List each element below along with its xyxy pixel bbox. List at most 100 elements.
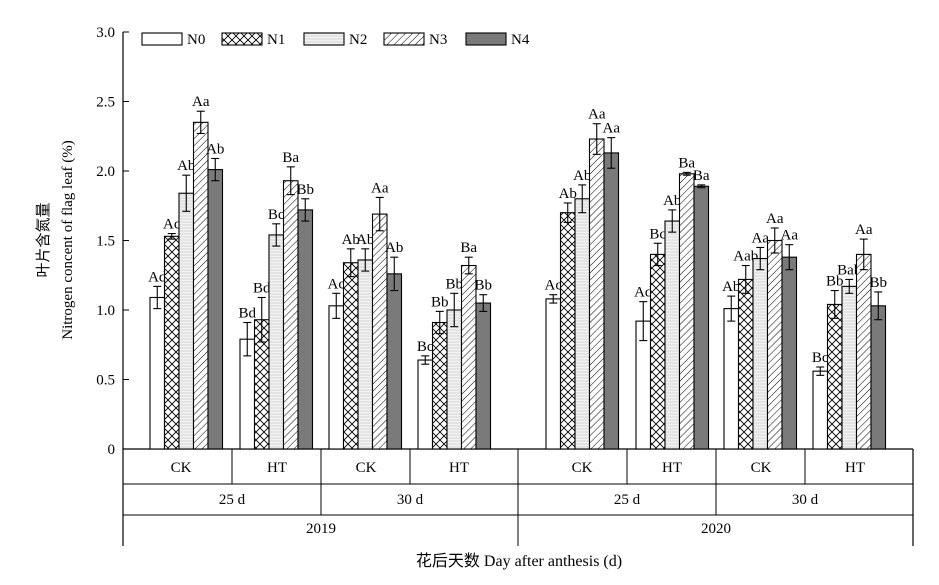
significance-label: Bb	[826, 274, 844, 290]
bar-n0	[723, 308, 740, 450]
significance-label: Aa	[371, 180, 389, 196]
bar-n1	[163, 235, 180, 450]
y-tick-label: 0.5	[96, 373, 115, 389]
x-axis-label: 花后天数 Day after anthesis (d)	[416, 552, 622, 570]
bar-n1	[826, 303, 843, 450]
bar-n2	[178, 192, 195, 450]
bar-n1	[559, 212, 576, 450]
bar-n0	[417, 359, 434, 450]
legend-swatch	[221, 32, 263, 46]
significance-label: Bc	[417, 339, 434, 355]
significance-label: Bb	[296, 182, 314, 198]
bar-n1	[342, 262, 359, 450]
significance-label: Ba	[282, 150, 299, 166]
y-axis-label-chinese: 叶片含氮量	[35, 202, 52, 277]
significance-label: Aa	[192, 94, 210, 110]
legend-swatch	[465, 32, 507, 46]
legend-item-n2: N2	[303, 32, 367, 48]
bar-n3	[192, 121, 209, 450]
bar-n0	[328, 305, 345, 450]
significance-label: Aab	[733, 249, 758, 265]
treatment-label-ck: CK	[572, 460, 593, 476]
significance-label: Ad	[148, 269, 167, 285]
bar-n3	[678, 173, 695, 450]
significance-label: Bab	[837, 262, 861, 278]
legend-label: N3	[429, 32, 447, 48]
significance-label: Bb	[869, 275, 887, 291]
significance-label: Bc	[649, 226, 666, 242]
bar-n4	[386, 273, 403, 450]
significance-label: Ab	[559, 186, 577, 202]
significance-label: Bb	[474, 278, 492, 294]
significance-label: Ab	[356, 232, 374, 248]
bar-n2	[574, 198, 591, 450]
bar-n2	[664, 220, 681, 450]
bar-n3	[588, 138, 605, 450]
significance-label: Bc	[268, 207, 285, 223]
treatment-label-ht: HT	[845, 460, 865, 476]
day-label: 25 d	[219, 492, 246, 508]
significance-label: Bd	[253, 280, 271, 296]
y-axis: 0 0.5 1.0 1.5 2.0 2.5 3.0	[96, 25, 129, 458]
bar-n3	[282, 180, 299, 450]
legend-label: N2	[349, 32, 367, 48]
bar-n0	[812, 370, 829, 450]
treatment-label-ht: HT	[662, 460, 682, 476]
bar-n4	[781, 256, 798, 450]
bar-group-ck-1: Ad Ac Ab Aa Ab	[148, 94, 224, 450]
significance-label: Ab	[385, 240, 403, 256]
bar-n4	[870, 305, 887, 450]
year-label: 2019	[306, 521, 336, 537]
legend-item-n0: N0	[141, 32, 205, 48]
significance-label: Ac	[163, 217, 181, 233]
bar-n4	[297, 209, 314, 450]
bar-n1	[737, 278, 754, 450]
bar-n2	[752, 258, 769, 450]
bar-group-ht-4: Bc Bb Bb Ba Bb	[417, 240, 492, 450]
legend-label: N4	[511, 32, 530, 48]
y-tick-label: 0	[108, 442, 116, 458]
significance-label: Bb	[431, 294, 449, 310]
treatment-label-ht: HT	[449, 460, 469, 476]
y-tick-label: 1.5	[96, 234, 115, 250]
legend-item-n1: N1	[221, 32, 285, 48]
day-label: 25 d	[614, 492, 641, 508]
bar-group-ht-2: Bd Bd Bc Ba Bb	[238, 150, 314, 450]
legend-label: N0	[187, 32, 205, 48]
bar-n2	[268, 234, 285, 450]
bar-n0	[149, 296, 166, 450]
legend: N0 N1 N2 N3 N4	[141, 32, 530, 48]
bar-n2	[446, 309, 463, 450]
significance-label: Aa	[588, 107, 606, 123]
legend-swatch	[141, 32, 183, 46]
significance-label: Aa	[781, 228, 799, 244]
bar-n1	[649, 253, 666, 450]
y-tick-label: 1.0	[96, 303, 115, 319]
y-tick-label: 2.5	[96, 95, 115, 111]
y-axis-label-english: Nitrogen concent of flag leaf (%)	[60, 140, 76, 340]
significance-label: Ba	[460, 240, 477, 256]
year-label: 2020	[701, 521, 731, 537]
day-label: 30 d	[792, 492, 819, 508]
y-tick-label: 2.0	[96, 164, 115, 180]
bars: AdAcAbAaAbBdBdBcBaBbAcAbAbAaAbBcBbBbBaBb…	[148, 94, 887, 450]
significance-label: Ba	[693, 168, 710, 184]
significance-label: Aa	[766, 211, 784, 227]
significance-label: Ab	[342, 232, 360, 248]
x-axis: CK HT CK HT CK HT CK HT 25 d 30 d 25 d 30 d 2019 2020	[122, 449, 914, 546]
bar-n4	[207, 169, 224, 450]
legend-item-n3: N3	[383, 32, 447, 48]
bar-n3	[766, 239, 783, 450]
treatment-label-ck: CK	[171, 460, 192, 476]
bar-n0	[545, 298, 562, 450]
treatment-label-ck: CK	[356, 460, 377, 476]
significance-label: Ad	[634, 285, 653, 301]
bar-n4	[603, 152, 620, 450]
significance-label: Ab	[177, 158, 195, 174]
